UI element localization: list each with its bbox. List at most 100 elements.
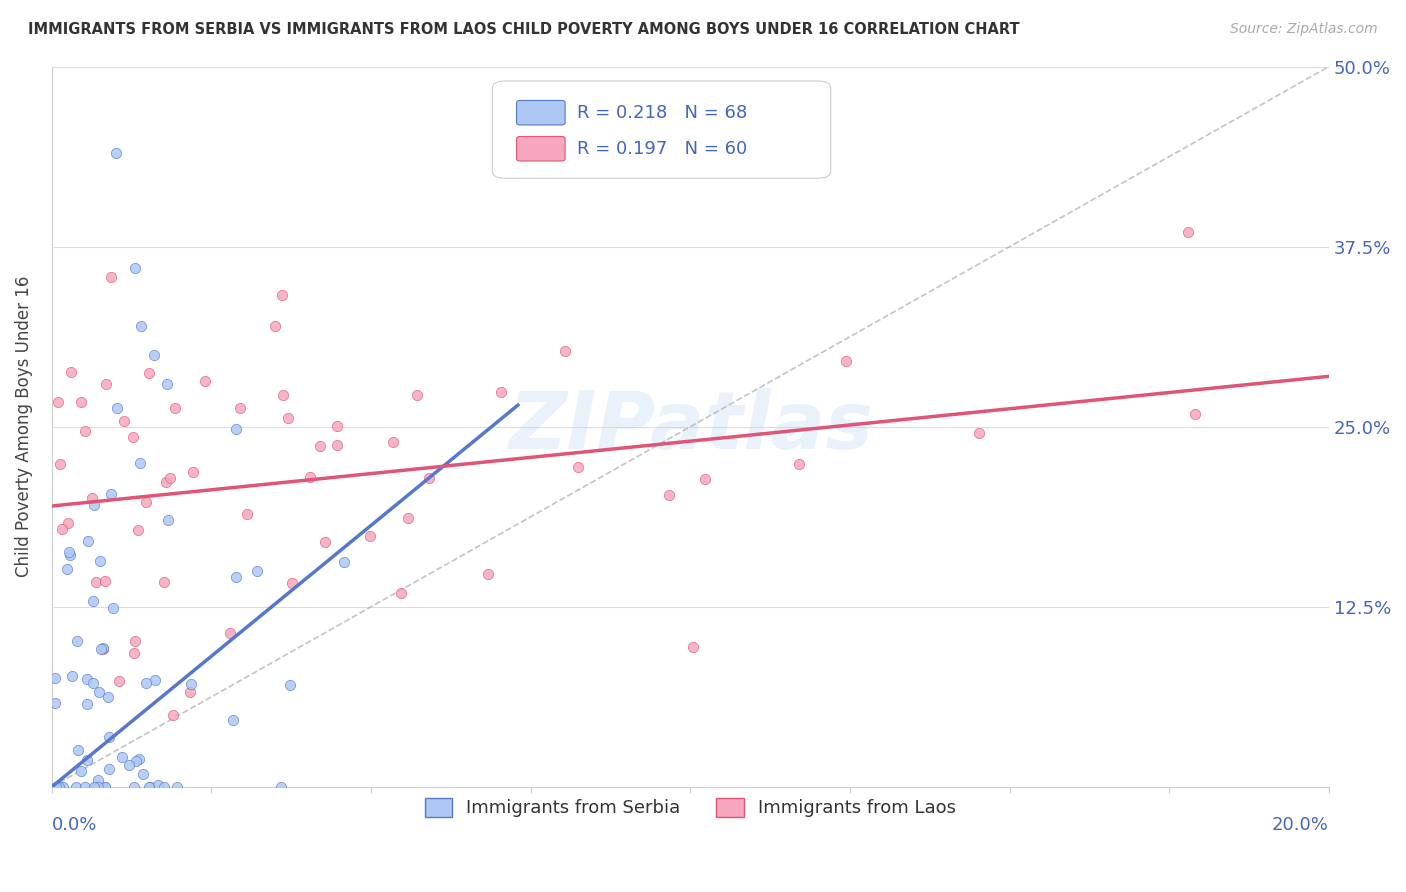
Point (87, 685, 110, 699)
Point (100, 270, 122, 285)
Point (58, 545, 80, 559)
Point (44, 696, 66, 710)
Point (73, 424, 96, 438)
Point (94, 574, 117, 588)
Point (82, 676, 104, 690)
Text: ZIPatlas: ZIPatlas (508, 388, 873, 466)
Point (112, 414, 135, 428)
Point (65, 780, 87, 794)
Point (128, 456, 150, 470)
Point (124, 646, 146, 660)
Point (163, 401, 186, 416)
Text: IMMIGRANTS FROM SERBIA VS IMMIGRANTS FROM LAOS CHILD POVERTY AMONG BOYS UNDER 16: IMMIGRANTS FROM SERBIA VS IMMIGRANTS FRO… (28, 22, 1019, 37)
Legend: Immigrants from Serbia, Immigrants from Laos: Immigrants from Serbia, Immigrants from … (418, 791, 963, 825)
Point (76, 672, 98, 686)
FancyBboxPatch shape (492, 81, 831, 178)
Point (477, 567, 499, 582)
Point (86, 575, 108, 590)
Point (129, 318, 152, 333)
Point (180, 676, 202, 690)
Point (90, 641, 112, 656)
Point (75, 780, 97, 794)
Point (1184, 408, 1206, 422)
Point (143, 673, 166, 687)
Point (105, 401, 128, 415)
Text: R = 0.218   N = 68: R = 0.218 N = 68 (576, 103, 747, 121)
Point (299, 470, 322, 484)
Point (48, 780, 70, 794)
Point (124, 633, 146, 648)
Point (225, 422, 247, 436)
Point (162, 708, 184, 723)
Point (93, 641, 115, 656)
Point (45, 780, 67, 794)
Point (277, 411, 299, 425)
Point (97, 730, 120, 744)
Point (94, 780, 117, 794)
Point (48, 457, 70, 471)
Point (333, 555, 356, 569)
Point (264, 318, 287, 333)
Point (246, 564, 269, 578)
Point (152, 574, 174, 589)
Point (166, 780, 188, 794)
Point (1177, 225, 1199, 239)
Point (787, 458, 810, 472)
Point (87, 772, 110, 787)
Point (87, 780, 110, 794)
Point (44, 672, 66, 686)
Point (56, 516, 79, 530)
Point (100, 486, 122, 500)
Point (108, 673, 131, 688)
Point (46, 780, 69, 794)
Point (77, 534, 100, 549)
Text: 0.0%: 0.0% (52, 816, 97, 834)
Point (138, 780, 160, 794)
Point (46, 780, 69, 794)
Point (127, 523, 149, 537)
Point (396, 510, 419, 524)
Point (118, 758, 141, 772)
Point (309, 439, 332, 453)
Point (91, 641, 114, 656)
Point (381, 434, 404, 449)
Point (406, 388, 429, 402)
Point (46, 394, 69, 409)
Point (554, 343, 576, 358)
Point (146, 778, 169, 792)
Point (56, 562, 79, 576)
Point (181, 466, 204, 480)
Point (46, 780, 69, 794)
Point (104, 146, 127, 161)
Point (359, 529, 381, 543)
Point (122, 780, 145, 794)
Point (51, 522, 73, 536)
Point (82, 594, 104, 608)
Point (97, 690, 120, 705)
Point (236, 507, 259, 521)
Point (142, 348, 165, 362)
Point (69, 764, 91, 779)
Point (121, 430, 143, 444)
Y-axis label: Child Poverty Among Boys Under 16: Child Poverty Among Boys Under 16 (15, 277, 32, 577)
Point (179, 685, 201, 699)
Point (326, 437, 349, 451)
Point (156, 376, 179, 391)
Point (124, 261, 146, 276)
Point (389, 586, 412, 600)
Point (567, 459, 589, 474)
Text: R = 0.197   N = 60: R = 0.197 N = 60 (576, 140, 747, 158)
Point (270, 780, 292, 794)
Point (69, 394, 91, 409)
Point (76, 697, 98, 711)
Point (138, 366, 160, 380)
Point (135, 495, 157, 509)
FancyBboxPatch shape (516, 136, 565, 161)
Point (194, 374, 217, 388)
Point (101, 601, 124, 615)
Point (83, 780, 105, 794)
Point (278, 678, 301, 692)
Text: 20.0%: 20.0% (1272, 816, 1329, 834)
Point (76, 753, 98, 767)
Point (153, 780, 176, 794)
